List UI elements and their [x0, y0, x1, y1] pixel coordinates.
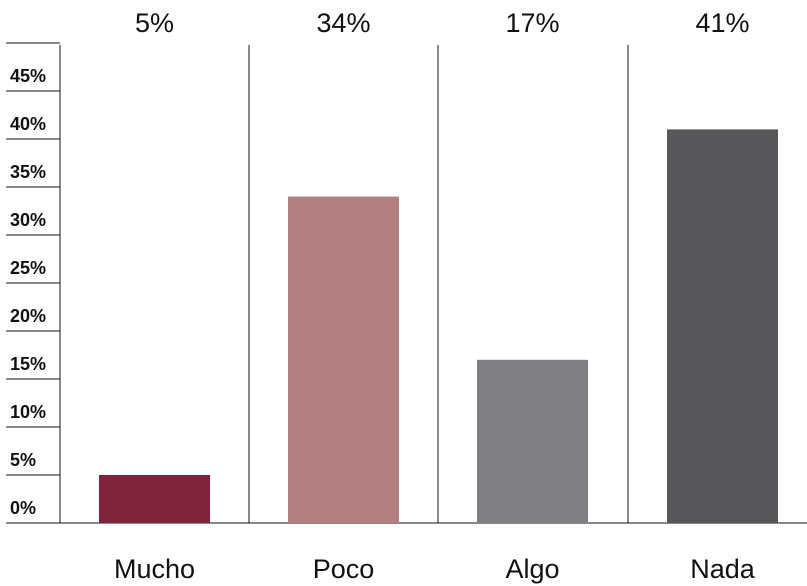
data-label: 41% — [695, 8, 749, 38]
y-tick-label: 35% — [10, 162, 46, 182]
category-label: Mucho — [114, 554, 195, 584]
category-label: Nada — [690, 554, 756, 584]
y-tick-label: 25% — [10, 258, 46, 278]
y-tick-label: 20% — [10, 306, 46, 326]
category-labels: Mucho Poco Algo Nada — [114, 554, 756, 584]
bar-mucho — [99, 475, 210, 523]
y-tick-label: 15% — [10, 354, 46, 374]
bar-algo — [477, 359, 588, 523]
y-tick-label: 10% — [10, 402, 46, 422]
data-label: 17% — [505, 8, 559, 38]
bar-poco — [288, 196, 399, 523]
data-label: 34% — [316, 8, 370, 38]
category-label: Poco — [313, 554, 375, 584]
y-tick-label: 5% — [10, 450, 36, 470]
category-label: Algo — [505, 554, 559, 584]
bar-nada — [667, 129, 778, 523]
y-tick-labels: 0% 5% 10% 15% 20% 25% 30% 35% 40% 45% — [10, 66, 46, 518]
y-tick-label: 45% — [10, 66, 46, 86]
data-label: 5% — [135, 8, 174, 38]
y-tick-label: 30% — [10, 210, 46, 230]
chart-bars — [99, 129, 778, 523]
y-tick-label: 40% — [10, 114, 46, 134]
data-labels: 5% 34% 17% 41% — [135, 8, 750, 38]
y-tick-label: 0% — [10, 498, 36, 518]
